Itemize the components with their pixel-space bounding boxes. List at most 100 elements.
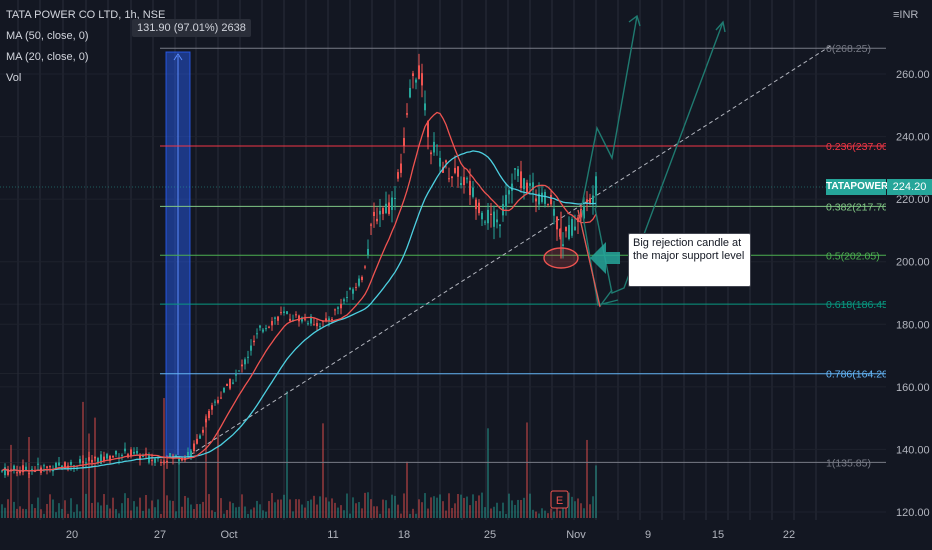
volume-bar	[511, 500, 513, 518]
volume-bar	[478, 495, 480, 518]
candle-body	[541, 192, 543, 202]
volume-bar	[433, 496, 435, 518]
volume-bar	[370, 499, 372, 518]
volume-bar	[46, 503, 48, 518]
volume-bar	[481, 492, 483, 518]
indicator-ma50[interactable]: MA (50, close, 0)	[6, 30, 89, 42]
candle-body	[583, 206, 585, 219]
candle-body	[427, 120, 429, 138]
volume-bar	[178, 456, 180, 518]
volume-bar	[526, 422, 528, 518]
volume-bar	[568, 492, 570, 518]
volume-bar	[388, 508, 390, 518]
volume-bar	[169, 500, 171, 518]
candle-body	[343, 299, 345, 302]
volume-bar	[175, 511, 177, 518]
candle-body	[244, 359, 246, 365]
candle-body	[115, 450, 117, 455]
volume-bar	[10, 444, 12, 518]
candle-body	[34, 470, 36, 472]
volume-bar	[124, 493, 126, 518]
candle-body	[151, 460, 153, 462]
volume-bar	[49, 494, 51, 518]
time-axis-label: Nov	[566, 529, 586, 541]
candle-body	[286, 311, 288, 314]
symbol-title[interactable]: TATA POWER CO LTD, 1h, NSE	[6, 9, 166, 21]
candle-body	[439, 157, 441, 167]
candle-body	[1, 470, 3, 472]
volume-bar	[160, 513, 162, 518]
volume-bar	[496, 502, 498, 518]
candle-body	[70, 461, 72, 465]
time-axis-label: Oct	[220, 529, 237, 541]
volume-bar	[328, 501, 330, 518]
range-tooltip: 131.90 (97.01%) 2638	[132, 19, 251, 37]
candle-body	[394, 198, 396, 200]
candle-body	[556, 216, 558, 230]
candle-body	[358, 278, 360, 286]
candle-body	[307, 323, 309, 325]
volume-bar	[472, 494, 474, 518]
volume-bar	[154, 507, 156, 518]
volume-bar	[94, 417, 96, 518]
candle-body	[232, 382, 234, 384]
volume-bar	[313, 495, 315, 518]
candle-body	[490, 213, 492, 216]
candle-body	[187, 451, 189, 456]
volume-bar	[283, 494, 285, 518]
volume-bar	[199, 504, 201, 518]
indicator-volume[interactable]: Vol	[6, 72, 22, 84]
annotation-note[interactable]: Big rejection candle at the major suppor…	[628, 233, 751, 287]
candle-body	[274, 317, 276, 319]
volume-bar	[166, 495, 168, 518]
volume-bar	[502, 502, 504, 518]
candle-body	[214, 401, 216, 403]
candle-body	[364, 266, 366, 268]
volume-bar	[430, 497, 432, 518]
currency-label[interactable]: ≡ INR	[893, 9, 919, 21]
volume-bar	[547, 513, 549, 518]
rejection-candle-circle	[543, 247, 579, 269]
earnings-marker[interactable]: E	[550, 490, 569, 509]
volume-bar	[16, 508, 18, 518]
volume-bar	[508, 493, 510, 518]
volume-bar	[70, 498, 72, 518]
candle-body	[52, 470, 54, 472]
volume-bar	[469, 505, 471, 518]
candle-body	[160, 462, 162, 464]
fib-level-label: 0(268.25)	[826, 43, 871, 55]
volume-bar	[181, 506, 183, 518]
fib-level-label: 0.5(202.05)	[826, 250, 880, 262]
candle-body	[529, 183, 531, 186]
candle-body	[403, 138, 405, 146]
volume-bar	[13, 501, 15, 518]
volume-bar	[79, 511, 81, 518]
candle-body	[559, 229, 561, 237]
indicator-ma20[interactable]: MA (20, close, 0)	[6, 51, 89, 63]
volume-bar	[538, 513, 540, 518]
candle-body	[43, 465, 45, 467]
candle-body	[388, 202, 390, 214]
candle-body	[400, 163, 402, 173]
candle-body	[193, 443, 195, 452]
candle-body	[331, 318, 333, 320]
price-axis-label: 220.00	[896, 194, 930, 206]
volume-bar	[325, 497, 327, 518]
candle-body	[58, 462, 60, 466]
volume-bar	[580, 503, 582, 518]
volume-bar	[22, 508, 24, 518]
candle-body	[19, 471, 21, 474]
volume-bar	[277, 499, 279, 518]
volume-bar	[337, 507, 339, 518]
candle-body	[196, 438, 198, 444]
volume-bar	[73, 512, 75, 518]
candle-body	[88, 457, 90, 461]
volume-bar	[520, 499, 522, 518]
volume-bar	[37, 497, 39, 518]
trendline	[189, 44, 833, 456]
candle-body	[526, 182, 528, 194]
volume-bar	[571, 496, 573, 518]
volume-bar	[505, 513, 507, 518]
candle-body	[505, 194, 507, 208]
